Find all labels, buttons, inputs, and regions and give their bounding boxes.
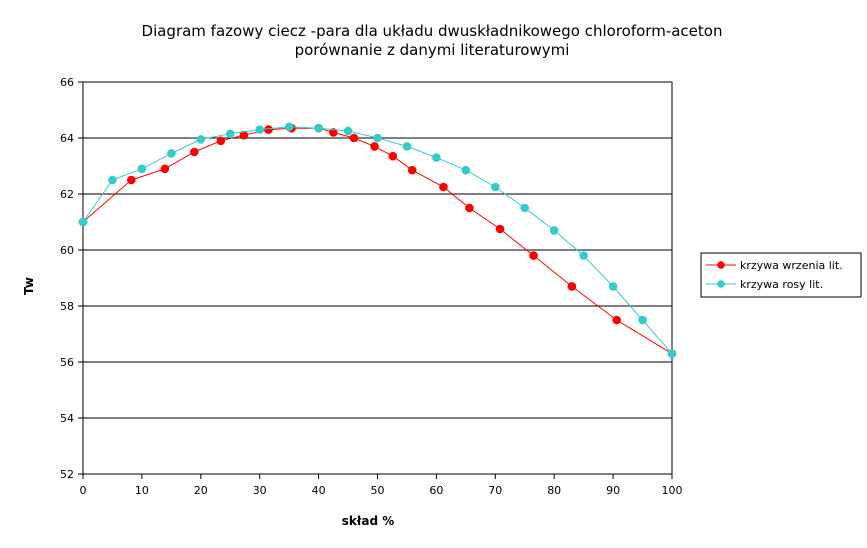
data-point [567, 282, 577, 291]
data-point [465, 203, 474, 213]
y-tick-label: 54 [60, 412, 74, 425]
chart-title: Diagram fazowy ciecz -para dla układu dw… [142, 22, 723, 59]
x-tick-label: 50 [371, 484, 385, 497]
data-point [529, 251, 538, 260]
y-axis-title: Tw [22, 277, 36, 295]
legend-box [700, 252, 862, 298]
x-axis-title: skład % [342, 514, 394, 528]
data-point [314, 123, 323, 133]
data-point [167, 149, 176, 158]
y-tick-label: 60 [60, 244, 74, 257]
data-point [196, 135, 206, 144]
x-axis: 0 10 20 30 40 50 60 70 80 90 100 [80, 474, 683, 497]
data-point [137, 164, 147, 174]
x-tick-label: 80 [547, 484, 561, 497]
data-point [126, 175, 136, 185]
data-point [402, 142, 412, 151]
legend-item-1: krzywa wrzenia lit. [706, 259, 843, 272]
chart-title-line-2: porównanie z danymi literaturowymi [295, 41, 570, 59]
y-tick-label: 58 [60, 300, 74, 313]
x-tick-label: 90 [606, 484, 620, 497]
legend: krzywa wrzenia lit. krzywa rosy lit. [700, 252, 862, 298]
x-tick-label: 30 [253, 484, 267, 497]
data-point [370, 142, 379, 151]
x-tick-label: 60 [429, 484, 443, 497]
y-tick-label: 52 [60, 468, 74, 481]
data-point [549, 226, 559, 235]
data-point [388, 151, 398, 161]
y-tick-label: 64 [60, 132, 74, 145]
x-tick-label: 100 [662, 484, 683, 497]
y-axis: 52 54 56 58 60 62 64 66 [60, 76, 83, 481]
data-point [495, 224, 505, 234]
y-tick-label: 66 [60, 76, 74, 89]
legend-label: krzywa rosy lit. [740, 278, 823, 291]
x-tick-label: 0 [80, 484, 87, 497]
data-point [160, 164, 170, 174]
data-point [432, 153, 441, 162]
data-point [284, 122, 294, 132]
data-point [491, 182, 500, 192]
data-point [612, 315, 621, 325]
data-point [343, 126, 353, 136]
series-layer [78, 122, 677, 358]
data-point [225, 129, 235, 139]
data-point [407, 165, 417, 175]
x-tick-label: 70 [488, 484, 502, 497]
data-point [329, 128, 338, 137]
data-point [373, 133, 382, 143]
legend-items: krzywa wrzenia lit. krzywa rosy lit. [706, 259, 843, 291]
data-point [108, 175, 117, 185]
y-tick-label: 62 [60, 188, 74, 201]
data-point [520, 203, 530, 213]
data-point [579, 251, 588, 260]
data-point [667, 349, 677, 358]
y-tick-label: 56 [60, 356, 74, 369]
data-point [608, 282, 618, 291]
legend-item-2: krzywa rosy lit. [706, 278, 823, 291]
x-tick-label: 20 [194, 484, 208, 497]
legend-label: krzywa wrzenia lit. [740, 259, 843, 272]
data-point [216, 136, 226, 146]
data-point [255, 125, 265, 134]
data-point [461, 165, 471, 175]
series-2 [78, 122, 677, 358]
x-tick-label: 10 [135, 484, 149, 497]
series-1 [78, 123, 677, 358]
data-point [638, 315, 647, 325]
data-point [190, 147, 199, 157]
legend-marker [717, 280, 725, 288]
data-point [349, 133, 359, 143]
data-point [439, 182, 448, 192]
data-point [78, 217, 88, 227]
x-tick-label: 40 [312, 484, 326, 497]
chart-title-line-1: Diagram fazowy ciecz -para dla układu dw… [142, 22, 723, 40]
data-point [264, 125, 273, 134]
legend-marker [717, 261, 725, 269]
